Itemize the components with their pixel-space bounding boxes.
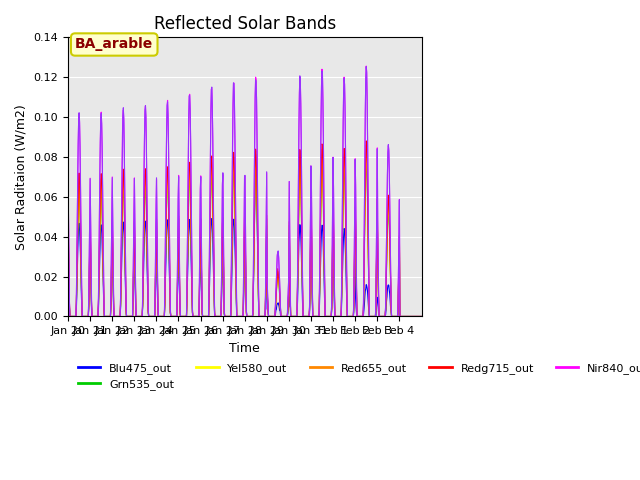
- X-axis label: Time: Time: [229, 342, 260, 355]
- Y-axis label: Solar Raditaion (W/m2): Solar Raditaion (W/m2): [15, 104, 28, 250]
- Text: BA_arable: BA_arable: [75, 37, 154, 51]
- Title: Reflected Solar Bands: Reflected Solar Bands: [154, 15, 336, 33]
- Legend: Blu475_out, Grn535_out, Yel580_out, Red655_out, Redg715_out, Nir840_out, Nir945_: Blu475_out, Grn535_out, Yel580_out, Red6…: [74, 359, 640, 395]
